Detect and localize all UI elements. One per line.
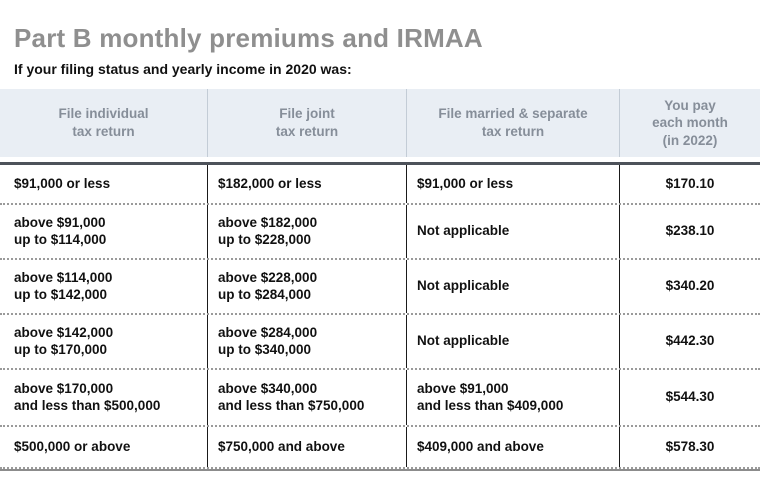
table-header-row: File individual tax return File joint ta…	[0, 88, 760, 157]
cell-you-pay: $340.20	[665, 278, 715, 294]
cell-you-pay: $578.30	[665, 438, 715, 454]
page-title: Part B monthly premiums and IRMAA	[14, 23, 483, 53]
table-row: above $142,000 up to $170,000 above $284…	[0, 314, 760, 370]
cell-you-pay: $442.30	[665, 333, 715, 349]
cell-married-separate: above $91,000 and less than $409,000	[407, 369, 620, 425]
table-bottom-rule	[0, 468, 760, 471]
cell-individual: $500,000 or above	[0, 426, 208, 467]
cell-joint: $182,000 or less	[208, 164, 407, 203]
cell-married-separate: Not applicable	[407, 314, 620, 368]
cell-married-separate: Not applicable	[407, 204, 620, 258]
header-cell-you-pay: You pay each month (in 2022)	[652, 97, 728, 148]
cell-you-pay: $170.10	[665, 175, 715, 191]
cell-individual: above $142,000 up to $170,000	[0, 314, 208, 368]
table-row: above $114,000 up to $142,000 above $228…	[0, 259, 760, 315]
cell-you-pay: $238.10	[665, 223, 715, 239]
header-cell-joint: File joint tax return	[208, 88, 407, 157]
cell-joint: above $340,000 and less than $750,000	[208, 369, 407, 425]
cell-married-separate: $91,000 or less	[407, 164, 620, 203]
premium-table: File individual tax return File joint ta…	[0, 88, 760, 471]
cell-individual: above $91,000 up to $114,000	[0, 204, 208, 258]
cell-joint: $750,000 and above	[208, 426, 407, 467]
cell-joint: above $182,000 up to $228,000	[208, 204, 407, 258]
header-cell-individual: File individual tax return	[0, 88, 208, 157]
header-cell-married-separate: File married & separate tax return	[407, 88, 620, 157]
table-row: above $91,000 up to $114,000 above $182,…	[0, 204, 760, 260]
cell-individual: above $170,000 and less than $500,000	[0, 369, 208, 425]
header-bottom-rule	[0, 161, 760, 165]
cell-married-separate: Not applicable	[407, 259, 620, 313]
table-row: $500,000 or above $750,000 and above $40…	[0, 426, 760, 469]
table-row: $91,000 or less $182,000 or less $91,000…	[0, 164, 760, 205]
cell-you-pay: $544.30	[665, 389, 715, 405]
cell-married-separate: $409,000 and above	[407, 426, 620, 467]
page-subtitle: If your filing status and yearly income …	[14, 60, 352, 77]
cell-joint: above $228,000 up to $284,000	[208, 259, 407, 313]
cell-individual: above $114,000 up to $142,000	[0, 259, 208, 313]
cell-individual: $91,000 or less	[0, 164, 208, 203]
cell-joint: above $284,000 up to $340,000	[208, 314, 407, 368]
table-row: above $170,000 and less than $500,000 ab…	[0, 369, 760, 427]
